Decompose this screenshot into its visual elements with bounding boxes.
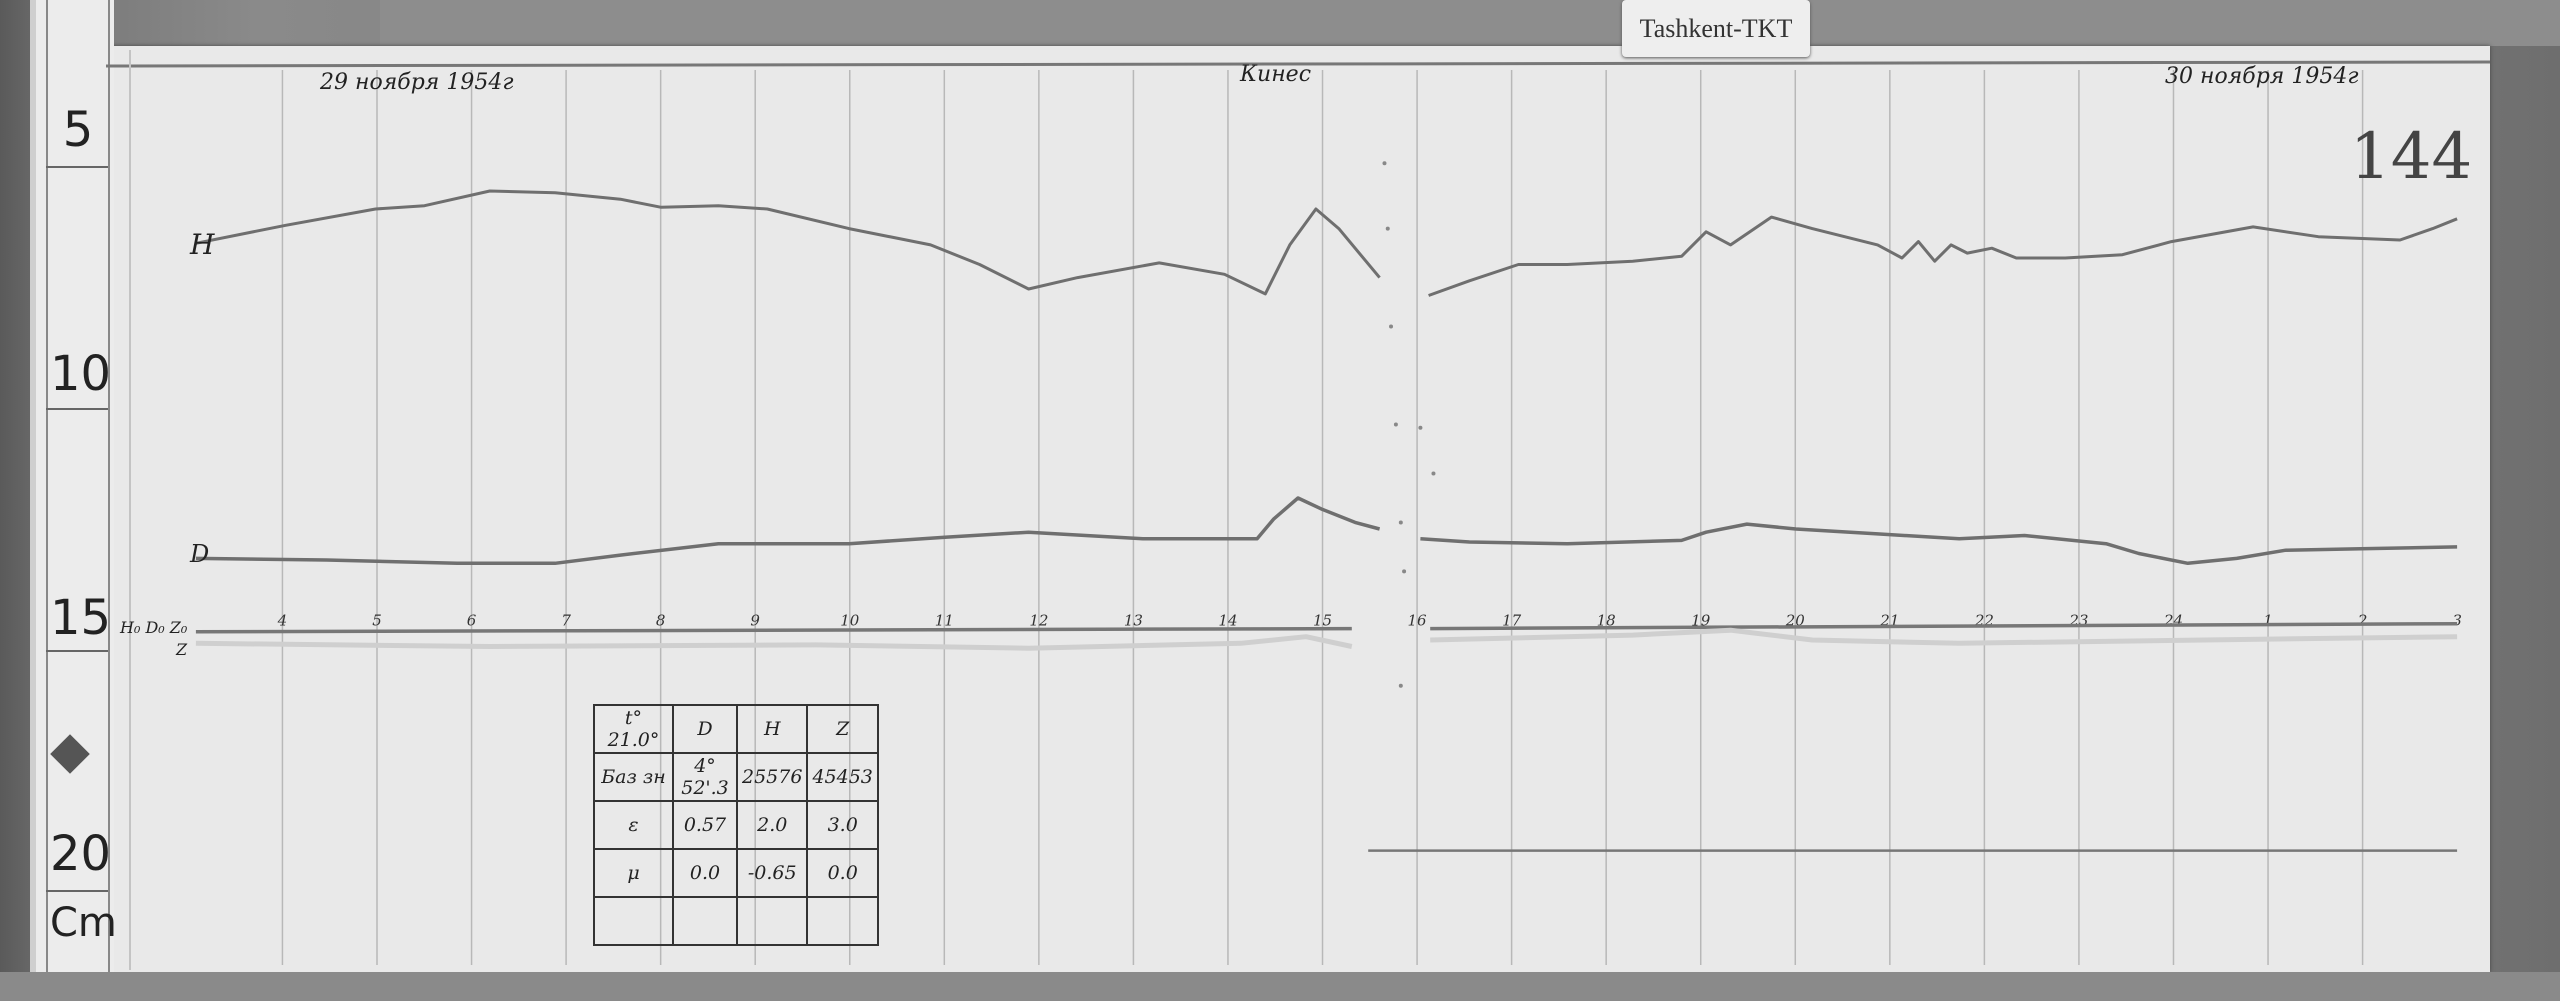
hour-tick-label: 17 — [1502, 611, 1522, 629]
hour-tick-label: 9 — [750, 611, 760, 629]
table-row: Баз зн 4° 52'.3 25576 45453 — [593, 752, 879, 802]
table-cell: 4° 52'.3 — [672, 752, 738, 802]
sheet-number: 144 — [2350, 120, 2473, 194]
ruler-unit: Cm — [50, 900, 117, 946]
table-cell: 0.0 — [806, 848, 879, 898]
trace-dot — [1382, 161, 1387, 166]
hour-tick-label: 5 — [372, 611, 382, 629]
hour-tick-label: 14 — [1218, 611, 1237, 629]
table-cell: H — [735, 704, 809, 754]
baseline-trace — [195, 626, 1352, 634]
hour-tick-label: 6 — [467, 611, 477, 629]
hour-tick-label: 3 — [2452, 611, 2462, 629]
h-trace-segment — [195, 189, 1381, 296]
table-cell: -0.65 — [735, 848, 809, 898]
date-right: 30 ноября 1954г — [2165, 64, 2359, 89]
table-cell: ε — [593, 800, 674, 850]
trace-dot — [1389, 324, 1394, 329]
z-trace-segment — [195, 634, 1353, 651]
table-cell: 25576 — [735, 752, 809, 802]
hour-tick-label: 15 — [1313, 611, 1332, 629]
table-cell — [806, 896, 879, 946]
baseline-labels: H₀ D₀ Z₀ — [120, 618, 188, 637]
trace-label-d: D — [190, 540, 210, 568]
ruler-tick — [46, 650, 108, 652]
table-cell — [672, 896, 738, 946]
bottom-edge — [0, 972, 2560, 1001]
table-cell: Z — [806, 704, 879, 754]
table-cell: μ — [593, 848, 674, 898]
table-cell: D — [672, 704, 738, 754]
trace-dot — [1431, 471, 1436, 476]
hour-tick-label: 1 — [2263, 611, 2273, 629]
table-cell — [593, 896, 674, 946]
table-row: μ 0.0 -0.65 0.0 — [593, 848, 879, 898]
centimeter-ruler: 5 10 15 20 Cm — [30, 0, 117, 975]
table-cell: 3.0 — [806, 800, 879, 850]
ruler-scale — [46, 0, 110, 975]
table-cell: 0.57 — [672, 800, 738, 850]
trace-label-h: H — [190, 228, 215, 261]
trace-label-z: Z — [176, 640, 188, 659]
hour-tick-label: 4 — [277, 611, 288, 629]
baseline-trace — [1430, 621, 2458, 631]
d-trace-segment — [1420, 522, 2458, 566]
ruler-mark-15: 15 — [50, 590, 112, 646]
table-cell: Баз зн — [593, 752, 674, 802]
date-left: 29 ноября 1954г — [320, 70, 514, 95]
table-cell: 45453 — [806, 752, 879, 802]
hour-tick-label: 20 — [1785, 611, 1806, 629]
hour-tick-label: 7 — [561, 611, 571, 629]
trace-dot — [1398, 520, 1403, 525]
h-trace-segment — [1428, 215, 2458, 297]
z-trace-segment — [1430, 627, 2458, 646]
table-row — [593, 896, 879, 946]
table-row: ε 0.57 2.0 3.0 — [593, 800, 879, 850]
trace-dot — [1393, 422, 1398, 427]
hour-tick-label: 12 — [1029, 611, 1048, 629]
ruler-tick — [46, 166, 108, 168]
ruler-mark-5: 5 — [62, 102, 94, 158]
hour-tick-label: 11 — [935, 611, 954, 629]
trace-dot — [1402, 569, 1407, 574]
table-cell: t° 21.0° — [593, 704, 674, 754]
observer-signature: Кинес — [1240, 62, 1312, 87]
sheet-top-line — [105, 60, 2491, 68]
hour-tick-label: 8 — [656, 611, 666, 629]
ruler-mark-10: 10 — [50, 346, 112, 402]
table-cell — [735, 896, 809, 946]
trace-dot — [1418, 425, 1423, 430]
ruler-mark-20: 20 — [50, 826, 112, 882]
ruler-tick — [46, 890, 108, 892]
table-cell: 2.0 — [735, 800, 809, 850]
hour-tick-label: 2 — [2357, 611, 2368, 629]
table-header-row: t° 21.0° D H Z — [593, 704, 879, 754]
top-clamp-strip — [380, 0, 2560, 46]
hour-tick-label: 16 — [1408, 611, 1428, 629]
ruler-tick — [46, 408, 108, 410]
hour-tick-label: 19 — [1691, 611, 1711, 629]
magnetogram-sheet — [106, 46, 2490, 972]
station-label: Tashkent-TKT — [1622, 0, 1810, 57]
hour-tick-label: 13 — [1124, 611, 1143, 629]
hour-tick-label: 10 — [840, 611, 860, 629]
trace-dot — [1398, 683, 1403, 688]
hour-tick-label: 18 — [1597, 611, 1616, 629]
table-cell: 0.0 — [672, 848, 738, 898]
trace-dot — [1385, 226, 1390, 231]
scale-values-table: t° 21.0° D H Z Баз зн 4° 52'.3 25576 454… — [593, 704, 879, 946]
d-trace-segment — [195, 496, 1381, 566]
